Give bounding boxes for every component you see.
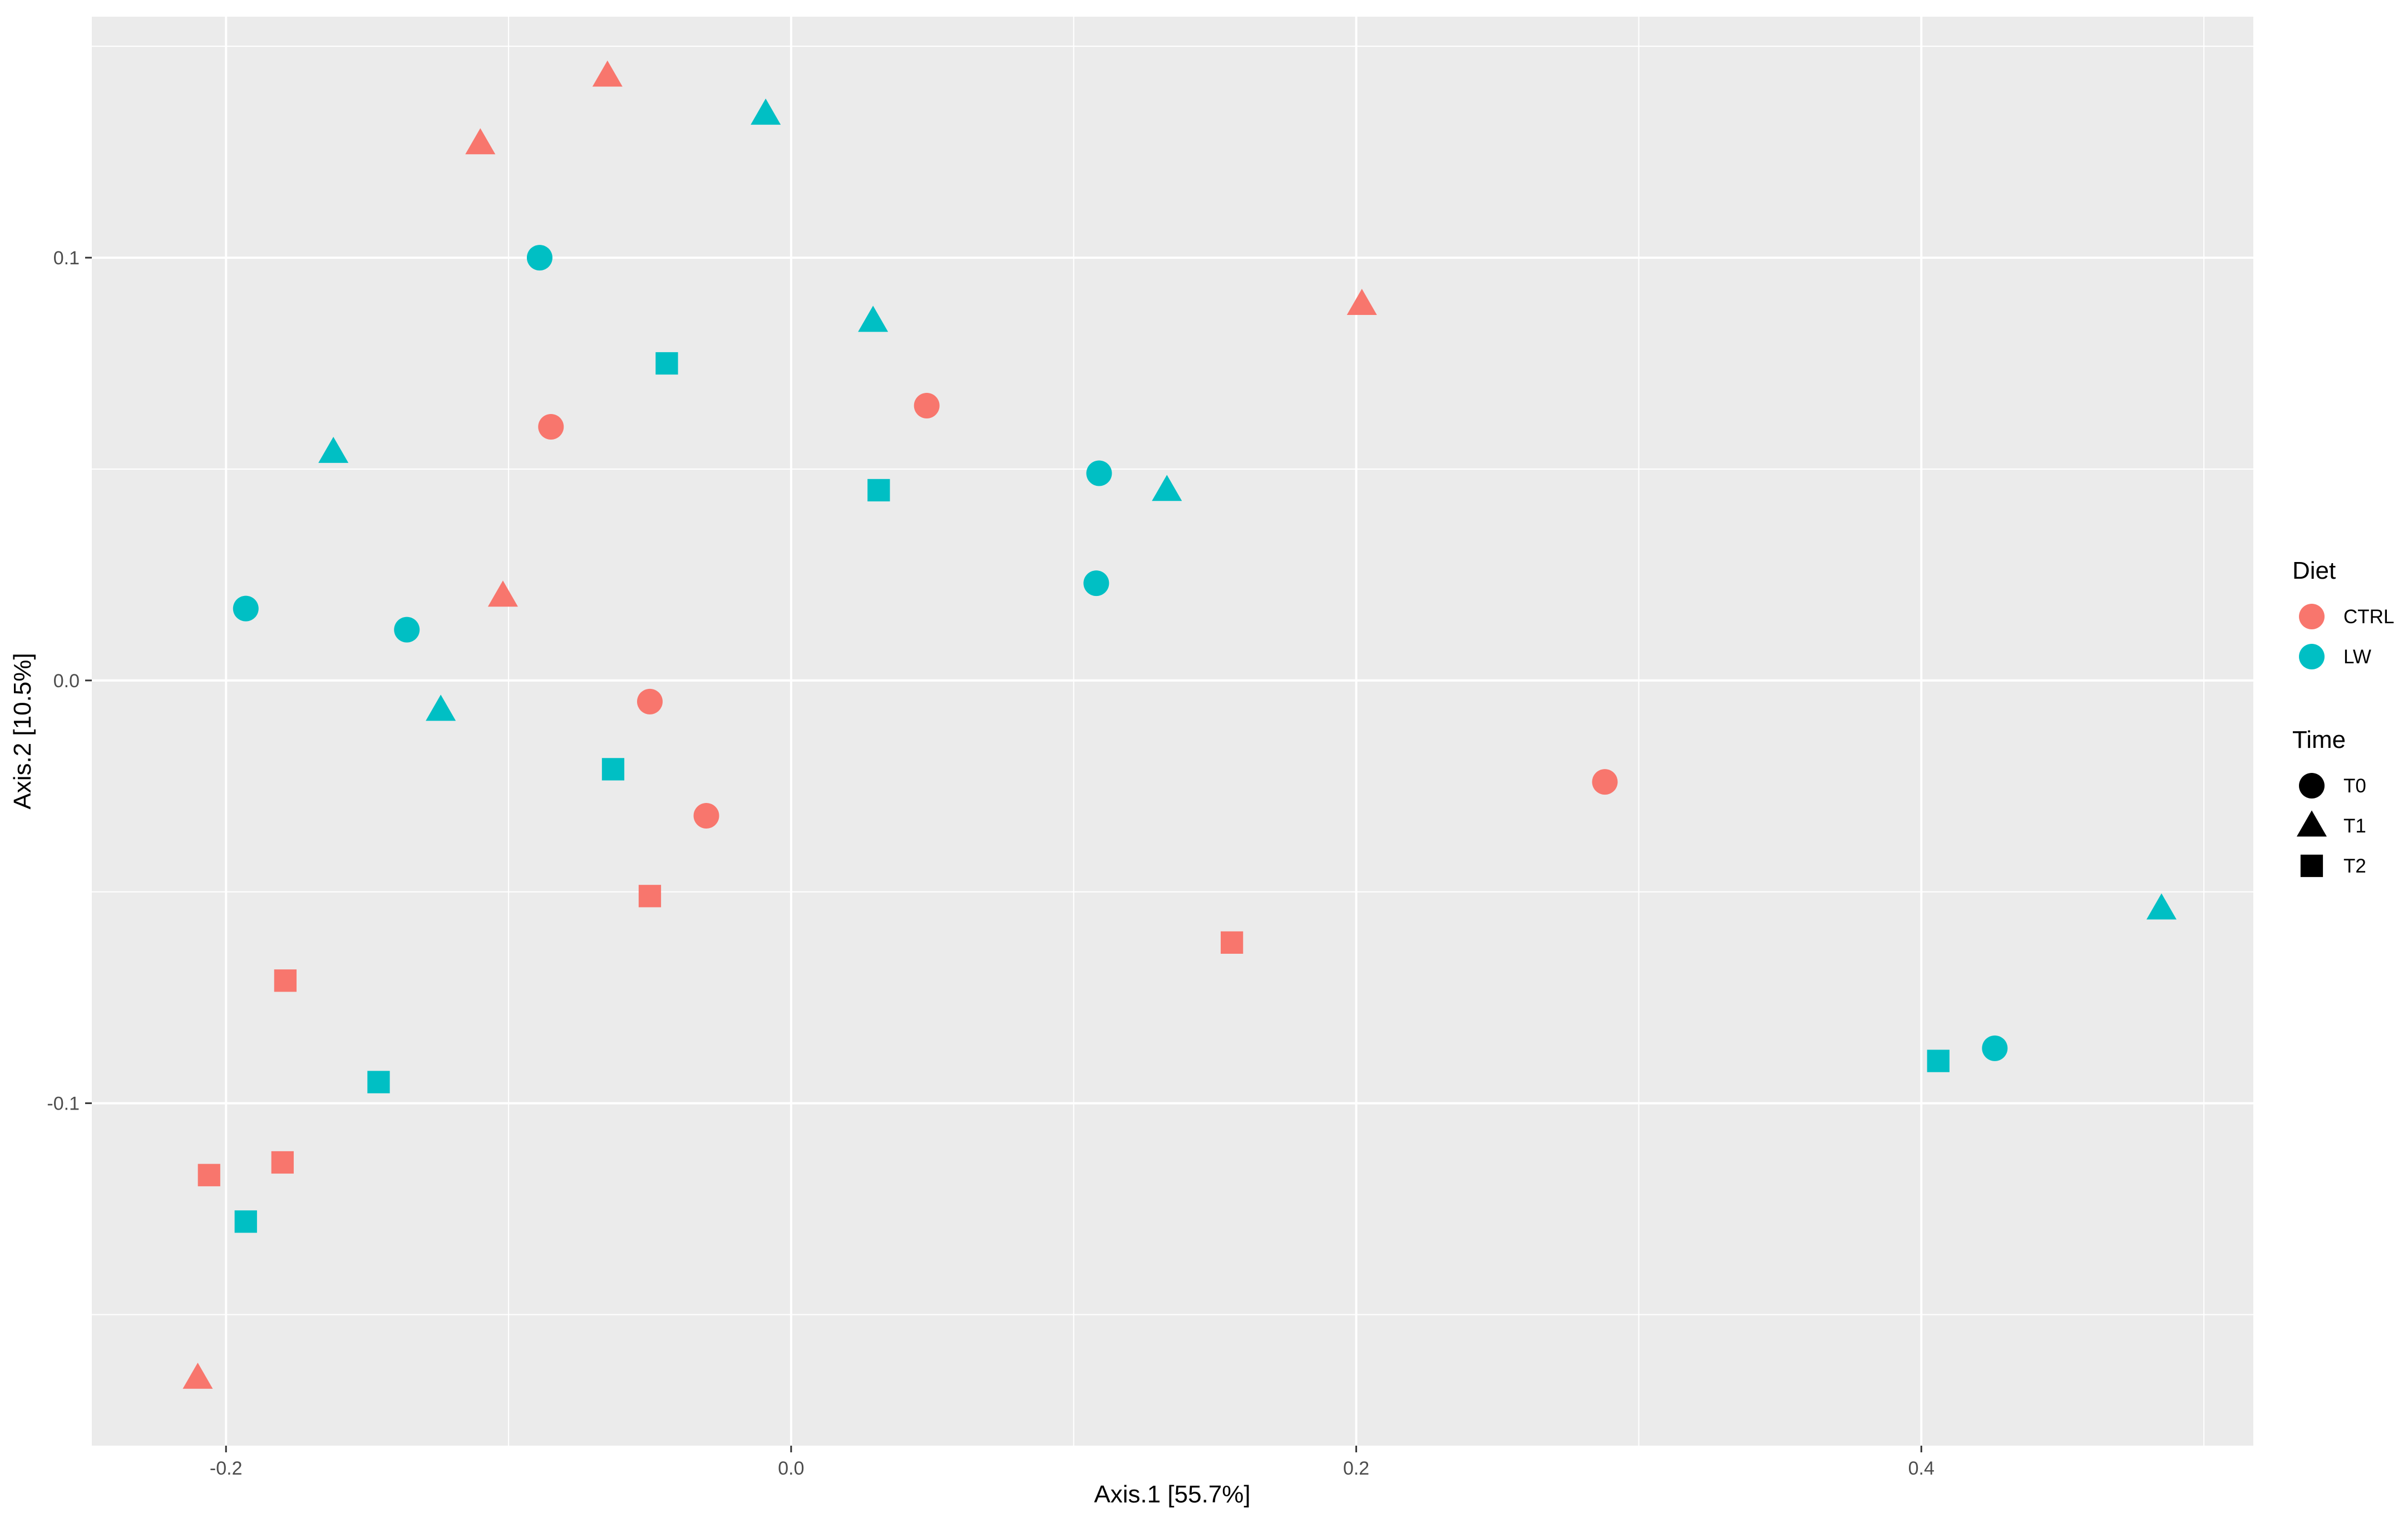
y-axis-ticks: -0.1 0.0 0.1 — [47, 248, 92, 1115]
y-tick-label: 0.0 — [53, 671, 80, 692]
data-point-lw-t0 — [233, 595, 259, 622]
legend-label-t2: T2 — [2343, 855, 2366, 877]
data-point-ctrl-t1 — [465, 128, 496, 155]
x-tick-label: -0.2 — [210, 1458, 243, 1479]
legend-key-ctrl — [2299, 604, 2325, 629]
legend: Diet CTRL LW Time T0 T1 T2 — [2292, 557, 2394, 878]
y-tick-label: 0.1 — [53, 248, 80, 269]
data-point-lw-t2 — [367, 1071, 390, 1093]
data-point-lw-t0 — [1086, 460, 1112, 486]
legend-label-ctrl: CTRL — [2343, 606, 2394, 628]
x-axis-ticks: -0.2 0.0 0.2 0.4 — [210, 1446, 1935, 1479]
data-point-ctrl-t1 — [1346, 289, 1377, 315]
data-point-ctrl-t2 — [274, 969, 297, 992]
legend-label-t0: T0 — [2343, 775, 2366, 797]
legend-label-t1: T1 — [2343, 815, 2366, 837]
legend-key-t1 — [2296, 810, 2327, 837]
data-point-ctrl-t1 — [592, 60, 623, 87]
data-point-lw-t2 — [1927, 1049, 1950, 1072]
data-point-lw-t2 — [601, 758, 625, 781]
legend-key-t2 — [2300, 854, 2323, 878]
data-point-ctrl-t2 — [271, 1151, 294, 1174]
y-axis-title: Axis.2 [10.5%] — [9, 653, 36, 809]
data-point-lw-t0 — [1083, 570, 1109, 597]
data-point-lw-t1 — [858, 305, 889, 332]
data-point-lw-t2 — [867, 479, 890, 502]
data-point-lw-t2 — [655, 352, 678, 375]
x-axis-title: Axis.1 [55.7%] — [1094, 1481, 1250, 1508]
legend-key-lw — [2299, 644, 2325, 669]
grid-major-lines — [92, 17, 2253, 1446]
data-point-lw-t1 — [2146, 893, 2177, 920]
data-point-ctrl-t0 — [914, 392, 940, 418]
x-tick-label: 0.2 — [1343, 1458, 1369, 1479]
legend-title-time: Time — [2292, 726, 2346, 753]
data-point-ctrl-t2 — [638, 885, 662, 908]
data-point-lw-t1 — [318, 436, 349, 463]
grid-minor-lines — [92, 17, 2253, 1446]
data-point-ctrl-t0 — [1592, 769, 1618, 795]
data-points — [182, 60, 2177, 1389]
data-point-lw-t0 — [1982, 1035, 2008, 1061]
data-point-ctrl-t1 — [182, 1362, 213, 1389]
legend-label-lw: LW — [2343, 646, 2371, 668]
data-point-lw-t2 — [234, 1210, 257, 1233]
data-point-lw-t0 — [394, 617, 420, 643]
data-point-ctrl-t0 — [538, 413, 564, 440]
legend-title-diet: Diet — [2292, 557, 2336, 584]
data-point-ctrl-t0 — [636, 688, 663, 714]
x-tick-label: 0.4 — [1908, 1458, 1935, 1479]
data-point-ctrl-t1 — [487, 580, 518, 607]
plot-panel — [92, 17, 2253, 1446]
data-point-lw-t0 — [526, 245, 552, 271]
data-point-ctrl-t0 — [693, 802, 719, 829]
data-point-lw-t1 — [1152, 475, 1182, 501]
x-tick-label: 0.0 — [778, 1458, 804, 1479]
legend-key-t0 — [2299, 773, 2325, 799]
data-point-lw-t1 — [426, 694, 456, 721]
y-tick-label: -0.1 — [47, 1093, 80, 1115]
data-point-ctrl-t2 — [1221, 931, 1244, 954]
data-point-ctrl-t2 — [198, 1164, 220, 1186]
data-point-lw-t1 — [751, 98, 781, 125]
